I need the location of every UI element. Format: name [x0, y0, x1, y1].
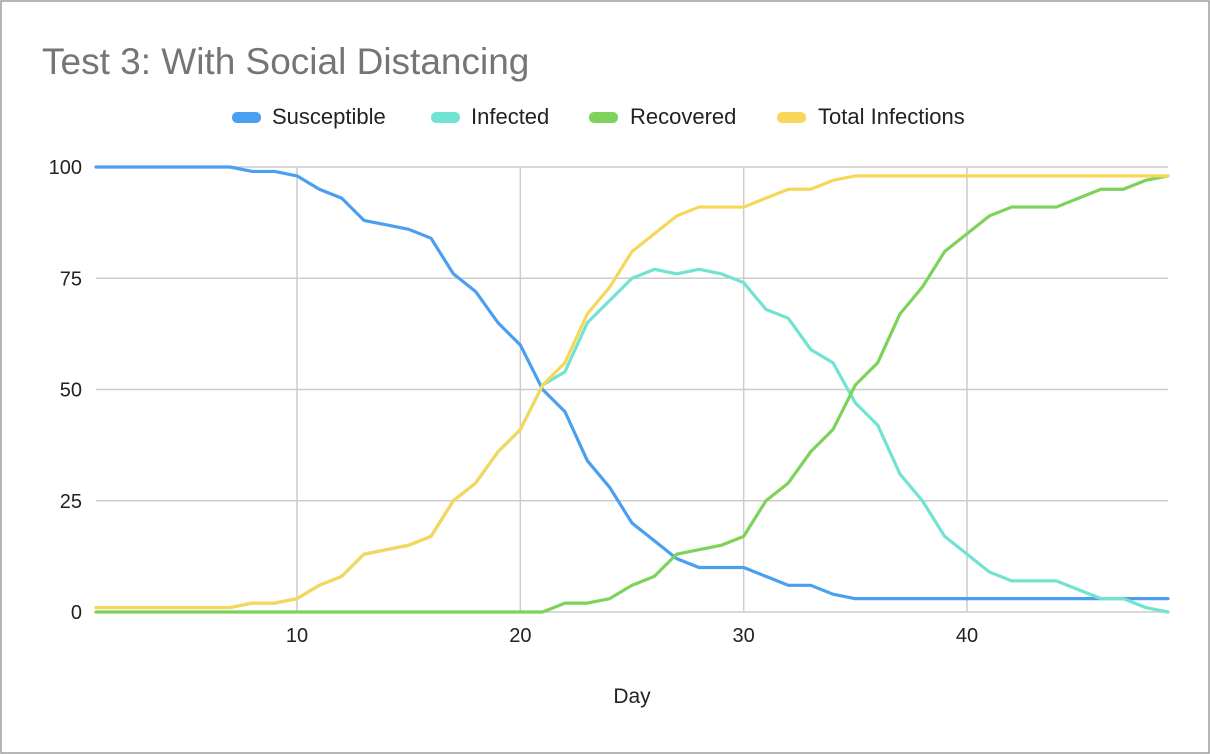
legend-label-recovered: Recovered: [630, 104, 736, 129]
plot-series: [94, 165, 1170, 614]
x-axis-title: Day: [613, 685, 651, 708]
legend-item-susceptible[interactable]: Susceptible: [232, 104, 386, 129]
legend-item-recovered[interactable]: Recovered: [589, 104, 736, 129]
y-tick-label: 25: [60, 491, 82, 513]
legend-swatch-susceptible: [232, 112, 261, 123]
legend: Susceptible Infected Recovered Total Inf…: [232, 104, 965, 129]
y-tick-label: 0: [71, 602, 82, 624]
x-tick-label: 20: [509, 625, 531, 647]
y-axis-ticks: 0 25 50 75 100: [49, 157, 82, 624]
legend-item-total-infections[interactable]: Total Infections: [777, 104, 965, 129]
y-tick-label: 50: [60, 380, 82, 402]
x-axis-ticks: 10 20 30 40: [286, 625, 978, 647]
legend-item-infected[interactable]: Infected: [431, 104, 549, 129]
series-line-total-infections: [94, 174, 1170, 610]
series-line-recovered: [94, 174, 1170, 614]
chart-title: Test 3: With Social Distancing: [42, 41, 529, 82]
series-line-susceptible: [94, 165, 1170, 601]
x-tick-label: 10: [286, 625, 308, 647]
legend-label-susceptible: Susceptible: [272, 104, 386, 129]
y-tick-label: 75: [60, 268, 82, 290]
x-tick-label: 40: [956, 625, 978, 647]
x-tick-label: 30: [733, 625, 755, 647]
legend-swatch-total-infections: [777, 112, 806, 123]
legend-label-infected: Infected: [471, 104, 549, 129]
legend-label-total-infections: Total Infections: [818, 104, 965, 129]
legend-swatch-recovered: [589, 112, 618, 123]
y-tick-label: 100: [49, 157, 82, 179]
legend-swatch-infected: [431, 112, 460, 123]
